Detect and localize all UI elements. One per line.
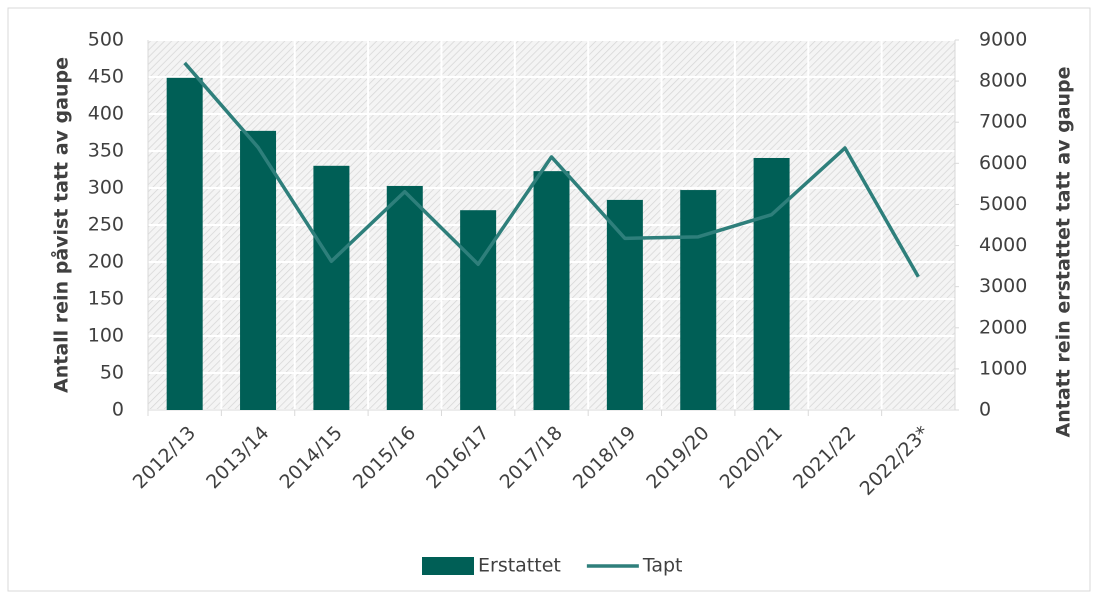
y2-tick-label: 0	[979, 399, 991, 421]
y-tick-label: 500	[88, 29, 124, 51]
y-tick-label: 300	[88, 177, 124, 199]
y-axis-label: Antall rein påvist tatt av gaupe	[49, 57, 73, 393]
y-tick-label: 150	[88, 288, 124, 310]
bar	[680, 190, 717, 410]
y2-tick-label: 4000	[979, 234, 1027, 256]
legend-swatch	[422, 557, 474, 575]
y2-tick-label: 2000	[979, 316, 1027, 338]
bar	[460, 210, 497, 410]
bar	[240, 130, 277, 410]
bar	[753, 157, 790, 410]
bar	[166, 77, 203, 411]
y-tick-label: 200	[88, 251, 124, 273]
y-tick-label: 450	[88, 66, 124, 88]
line	[183, 61, 920, 278]
y2-axis-label: Antatt rein erstattet tatt av gaupe	[1053, 67, 1075, 438]
bar	[533, 171, 570, 410]
legend-label: Tapt	[642, 555, 683, 577]
bar	[313, 165, 350, 410]
y2-tick-label: 6000	[979, 152, 1027, 174]
y2-tick-label: 3000	[979, 275, 1027, 297]
y-tick-label: 50	[100, 362, 124, 384]
y-tick-label: 100	[88, 325, 124, 347]
y2-tick-label: 7000	[979, 111, 1027, 133]
legend-label: Erstattet	[478, 555, 561, 577]
y2-tick-label: 1000	[979, 357, 1027, 379]
y-tick-label: 0	[112, 399, 124, 421]
y2-tick-label: 9000	[979, 29, 1027, 51]
bar	[386, 185, 423, 410]
y-tick-label: 400	[88, 103, 124, 125]
y-tick-label: 350	[88, 140, 124, 162]
y-tick-label: 250	[88, 214, 124, 236]
y2-tick-label: 5000	[979, 193, 1027, 215]
bar	[606, 199, 643, 410]
y2-tick-label: 8000	[979, 70, 1027, 92]
